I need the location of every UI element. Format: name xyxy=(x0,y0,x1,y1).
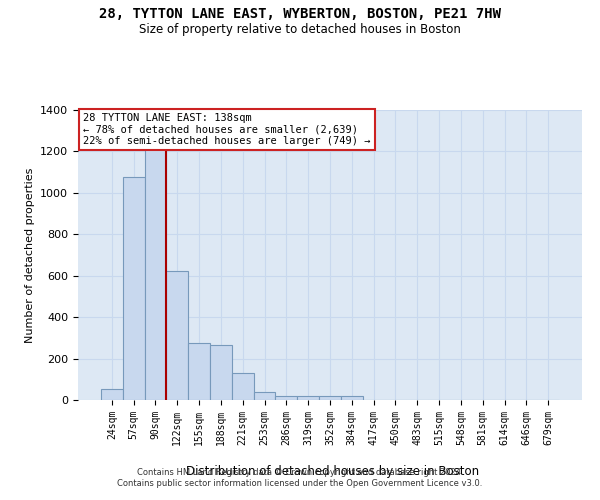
Bar xyxy=(341,396,363,400)
Bar xyxy=(188,343,210,400)
Text: Contains HM Land Registry data © Crown copyright and database right 2024.
Contai: Contains HM Land Registry data © Crown c… xyxy=(118,468,482,487)
Bar xyxy=(123,178,145,400)
Text: Distribution of detached houses by size in Boston: Distribution of detached houses by size … xyxy=(187,465,479,478)
Bar xyxy=(319,396,341,400)
Bar xyxy=(254,392,275,400)
Text: 28 TYTTON LANE EAST: 138sqm
← 78% of detached houses are smaller (2,639)
22% of : 28 TYTTON LANE EAST: 138sqm ← 78% of det… xyxy=(83,113,371,146)
Y-axis label: Number of detached properties: Number of detached properties xyxy=(25,168,35,342)
Bar xyxy=(232,373,254,400)
Bar xyxy=(166,270,188,400)
Bar xyxy=(210,345,232,400)
Bar xyxy=(297,396,319,400)
Bar xyxy=(145,144,166,400)
Text: Size of property relative to detached houses in Boston: Size of property relative to detached ho… xyxy=(139,22,461,36)
Bar xyxy=(101,388,123,400)
Text: 28, TYTTON LANE EAST, WYBERTON, BOSTON, PE21 7HW: 28, TYTTON LANE EAST, WYBERTON, BOSTON, … xyxy=(99,8,501,22)
Bar xyxy=(275,396,297,400)
